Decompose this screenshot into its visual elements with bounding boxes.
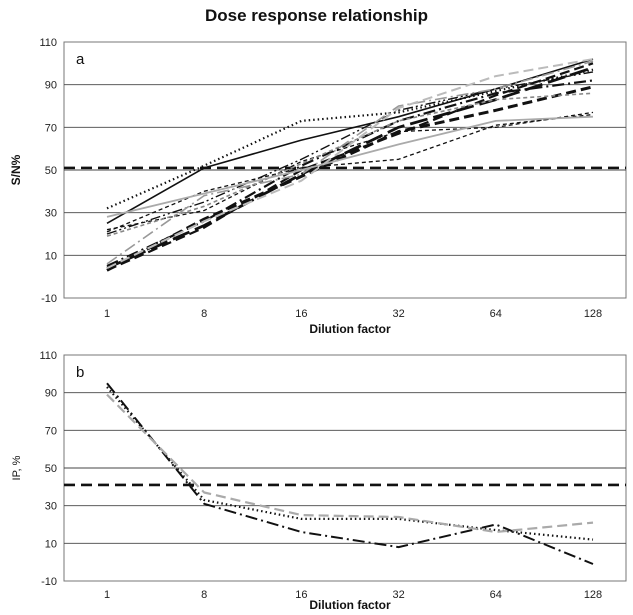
x-tick-label: 1 <box>104 589 110 601</box>
panel-label: a <box>76 51 85 68</box>
series-line-13 <box>106 58 594 270</box>
series-line-6 <box>106 62 594 272</box>
y-tick-label: 70 <box>45 122 57 134</box>
x-tick-label: 64 <box>490 589 502 601</box>
series-line-10 <box>106 60 594 265</box>
y-tick-label: 70 <box>45 425 57 437</box>
series-line-12 <box>106 115 594 218</box>
chart-panel-b: -10 10 30 50 70 90 110 1 8 16 32 64 128 b Dilution fac… <box>11 350 627 612</box>
y-tick-label: 10 <box>45 250 57 262</box>
series-line-11 <box>106 92 594 237</box>
y-tick-label: 10 <box>45 538 57 550</box>
x-tick-label: 128 <box>584 589 602 601</box>
chart-panel-a: -10 10 30 50 70 90 110 1 8 16 32 64 128 a Dilution fac… <box>9 37 627 336</box>
y-axis-title: IP, % <box>11 455 23 480</box>
panel-label: b <box>76 364 84 381</box>
series-line-8 <box>106 85 594 272</box>
y-tick-label: 110 <box>39 37 57 49</box>
series-line-3 <box>106 393 594 534</box>
y-tick-label: -10 <box>41 293 57 305</box>
series-line-9 <box>106 111 594 231</box>
y-tick-label: 50 <box>45 463 57 475</box>
x-tick-label: 32 <box>392 308 404 320</box>
y-tick-label: 90 <box>45 80 57 92</box>
x-tick-label: 8 <box>201 308 207 320</box>
series-line-1 <box>106 58 594 224</box>
y-axis-title: S/N% <box>9 154 23 185</box>
x-tick-label: 16 <box>295 589 307 601</box>
x-tick-label: 8 <box>201 589 207 601</box>
y-tick-label: 30 <box>45 501 57 513</box>
x-tick-label: 128 <box>584 308 602 320</box>
x-tick-label: 64 <box>490 308 502 320</box>
x-axis-title: Dilution factor <box>309 322 391 336</box>
x-axis-title: Dilution factor <box>309 598 391 612</box>
y-tick-label: 90 <box>45 388 57 400</box>
y-tick-label: 30 <box>45 208 57 220</box>
series-line-3 <box>106 113 594 233</box>
y-tick-label: -10 <box>41 576 57 588</box>
x-tick-label: 1 <box>104 308 110 320</box>
series-line-1 <box>106 382 594 565</box>
series-line-7 <box>106 71 594 235</box>
figure-title: Dose response relationship <box>205 6 428 25</box>
series-line-2 <box>106 68 594 210</box>
y-tick-label: 50 <box>45 165 57 177</box>
x-tick-label: 16 <box>295 308 307 320</box>
x-tick-label: 32 <box>392 589 404 601</box>
series-line-2 <box>106 386 594 541</box>
y-tick-label: 110 <box>39 350 57 362</box>
